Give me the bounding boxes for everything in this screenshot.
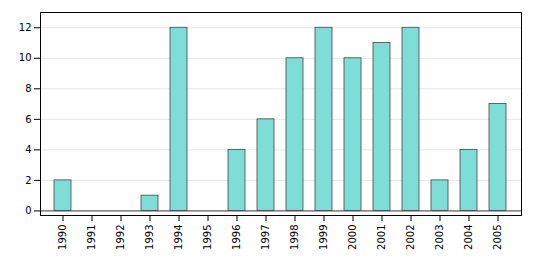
svg-text:4: 4 [25, 144, 31, 155]
svg-text:1995: 1995 [202, 225, 213, 250]
svg-text:2004: 2004 [463, 225, 474, 250]
svg-text:2002: 2002 [405, 225, 416, 250]
svg-text:1991: 1991 [86, 225, 97, 250]
svg-text:1993: 1993 [144, 225, 155, 250]
svg-text:12: 12 [19, 22, 32, 33]
svg-text:1998: 1998 [289, 225, 300, 250]
svg-text:1990: 1990 [57, 225, 68, 250]
svg-text:8: 8 [25, 83, 31, 94]
svg-text:1992: 1992 [115, 225, 126, 250]
svg-text:0: 0 [25, 205, 31, 216]
svg-text:2003: 2003 [434, 225, 445, 250]
svg-text:2: 2 [25, 175, 31, 186]
svg-text:2005: 2005 [492, 225, 503, 250]
svg-text:1996: 1996 [231, 225, 242, 250]
svg-text:6: 6 [25, 114, 31, 125]
svg-text:1999: 1999 [318, 225, 329, 250]
svg-text:10: 10 [19, 52, 32, 63]
svg-text:1994: 1994 [173, 225, 184, 250]
svg-text:1997: 1997 [260, 225, 271, 250]
svg-text:2000: 2000 [347, 225, 358, 250]
svg-text:2001: 2001 [376, 225, 387, 250]
